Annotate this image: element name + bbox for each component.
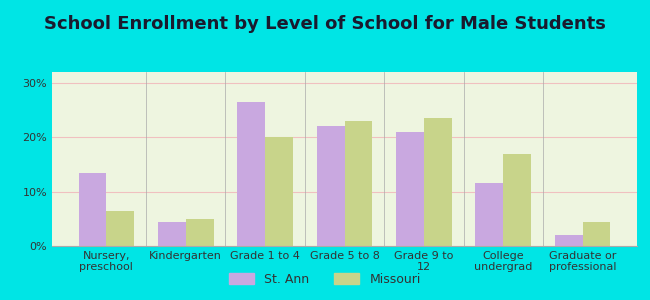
Bar [503,154,531,246]
Bar [396,132,424,246]
Bar [186,219,214,246]
Bar [555,235,582,246]
Bar [475,184,503,246]
Bar [79,172,107,246]
Bar [107,211,134,246]
Bar [582,221,610,246]
Bar [424,118,452,246]
Text: School Enrollment by Level of School for Male Students: School Enrollment by Level of School for… [44,15,606,33]
Bar [265,137,293,246]
Bar [158,221,186,246]
Bar [237,102,265,246]
Legend: St. Ann, Missouri: St. Ann, Missouri [224,268,426,291]
Bar [344,121,372,246]
Bar [317,126,345,246]
